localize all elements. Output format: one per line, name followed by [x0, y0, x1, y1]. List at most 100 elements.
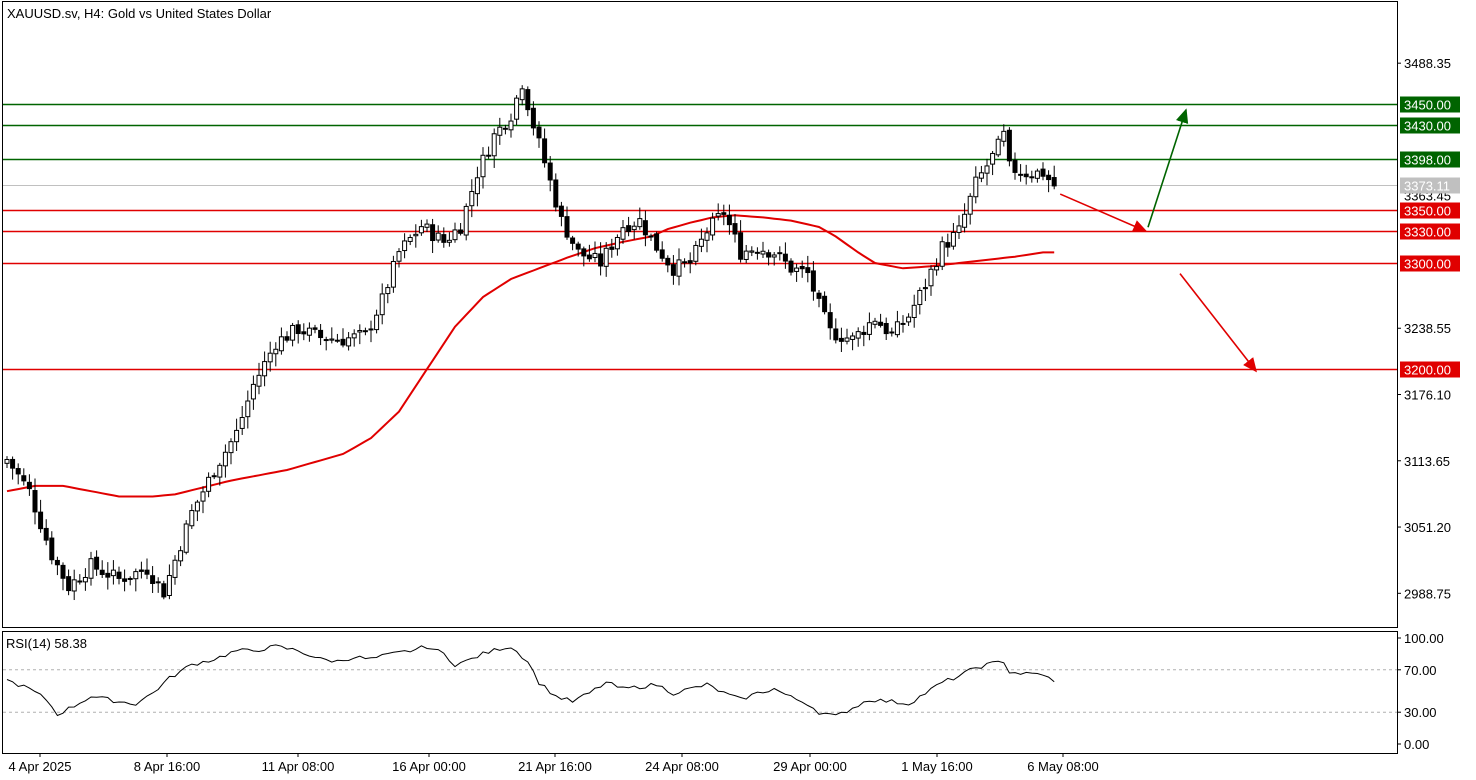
- candle-up: [872, 320, 878, 325]
- rsi-line: [6, 644, 1055, 717]
- rsi-tick-label: 30.00: [1404, 705, 1437, 720]
- candle-up: [71, 579, 77, 592]
- candle-up: [693, 244, 699, 262]
- time-tick-label: 1 May 16:00: [901, 759, 973, 774]
- candle-down: [138, 569, 144, 572]
- rsi-tick-label: 70.00: [1404, 663, 1437, 678]
- time-axis: 4 Apr 2025 8 Apr 16:00 11 Apr 08:00 16 Apr …: [9, 753, 1099, 774]
- level-tag-3350.00: [1400, 202, 1460, 219]
- candle-up: [917, 289, 923, 306]
- candle-down: [530, 107, 536, 129]
- candle-down: [564, 216, 570, 238]
- candle-up: [396, 251, 402, 262]
- candle-down: [889, 331, 895, 334]
- candle-up: [306, 327, 312, 336]
- candle-up: [648, 235, 654, 238]
- candle-up: [967, 195, 973, 215]
- candle-down: [1012, 159, 1018, 173]
- candle-down: [54, 559, 60, 566]
- candle-down: [26, 481, 32, 490]
- candle-down: [502, 127, 508, 130]
- candle-up: [978, 172, 984, 179]
- candle-down: [827, 312, 833, 329]
- candle-up: [267, 352, 273, 363]
- candle-up: [82, 576, 88, 583]
- candle-up: [794, 267, 800, 272]
- candle-down: [553, 179, 559, 208]
- candle-down: [586, 254, 592, 260]
- candle-down: [721, 212, 727, 215]
- candle-down: [312, 327, 318, 330]
- candle-up: [206, 476, 212, 492]
- candle-up: [362, 330, 368, 333]
- candle-down: [878, 321, 884, 326]
- candle-down: [161, 583, 167, 598]
- candle-down: [116, 571, 122, 579]
- candle-down: [441, 234, 447, 243]
- candle-up: [278, 336, 284, 352]
- candle-up: [956, 225, 962, 233]
- price-tick-label: 3488.35: [1404, 56, 1451, 71]
- candle-down: [122, 578, 128, 582]
- candle-down: [49, 537, 55, 561]
- candle-up: [710, 217, 716, 236]
- candle-up: [934, 266, 940, 271]
- candle-up: [222, 451, 228, 467]
- candle-down: [1023, 173, 1029, 178]
- candle-up: [497, 126, 503, 136]
- candle-down: [654, 233, 660, 251]
- candle-up: [368, 328, 374, 331]
- candle-up: [894, 321, 900, 336]
- level-tag-text: 3450.00: [1404, 98, 1451, 113]
- chart-title: XAUUSD.sv, H4: Gold vs United States Dol…: [7, 6, 272, 21]
- level-tag-3200.00: [1400, 361, 1460, 378]
- candle-down: [547, 162, 553, 181]
- candle-up: [844, 337, 850, 342]
- candle-down: [77, 580, 83, 583]
- candle-up: [698, 238, 704, 247]
- candle-up: [866, 322, 872, 335]
- candle-up: [390, 260, 396, 288]
- candle-up: [760, 250, 766, 255]
- candle-up: [183, 523, 189, 553]
- candle-up: [620, 227, 626, 240]
- candle-up: [715, 213, 721, 217]
- level-tag-text: 3330.00: [1404, 225, 1451, 240]
- candle-up: [273, 348, 279, 355]
- candles: [4, 85, 1057, 601]
- candle-up: [614, 236, 620, 250]
- candle-up: [771, 254, 777, 258]
- candle-down: [1046, 174, 1052, 181]
- candle-down: [833, 328, 839, 341]
- candle-up: [200, 491, 206, 502]
- candle-up: [995, 138, 1001, 156]
- current-price-tag-text: 3373.11: [1404, 179, 1450, 194]
- candle-up: [962, 213, 968, 228]
- candle-up: [469, 191, 475, 207]
- candle-up: [928, 268, 934, 287]
- price-tick-label: 2988.75: [1404, 586, 1451, 601]
- candle-down: [782, 253, 788, 262]
- current-price-tag: [1400, 177, 1460, 194]
- candle-down: [609, 246, 615, 250]
- time-tick-label: 29 Apr 00:00: [773, 759, 847, 774]
- candle-up: [676, 259, 682, 277]
- candle-down: [21, 475, 27, 482]
- candle-up: [850, 335, 856, 340]
- rsi-panel-frame: [2, 631, 1398, 754]
- candle-up: [172, 559, 178, 578]
- candle-down: [738, 232, 744, 260]
- candle-down: [670, 264, 676, 276]
- candle-down: [861, 331, 867, 335]
- candle-down: [788, 260, 794, 273]
- candle-down: [945, 242, 951, 248]
- candle-up: [743, 250, 749, 260]
- candle-up: [911, 304, 917, 319]
- candle-up: [217, 464, 223, 478]
- level-tag-text: 3350.00: [1404, 204, 1451, 219]
- candle-up: [749, 250, 755, 253]
- candle-up: [435, 232, 441, 241]
- candle-up: [950, 231, 956, 247]
- forecast-arrows: [1059, 108, 1257, 373]
